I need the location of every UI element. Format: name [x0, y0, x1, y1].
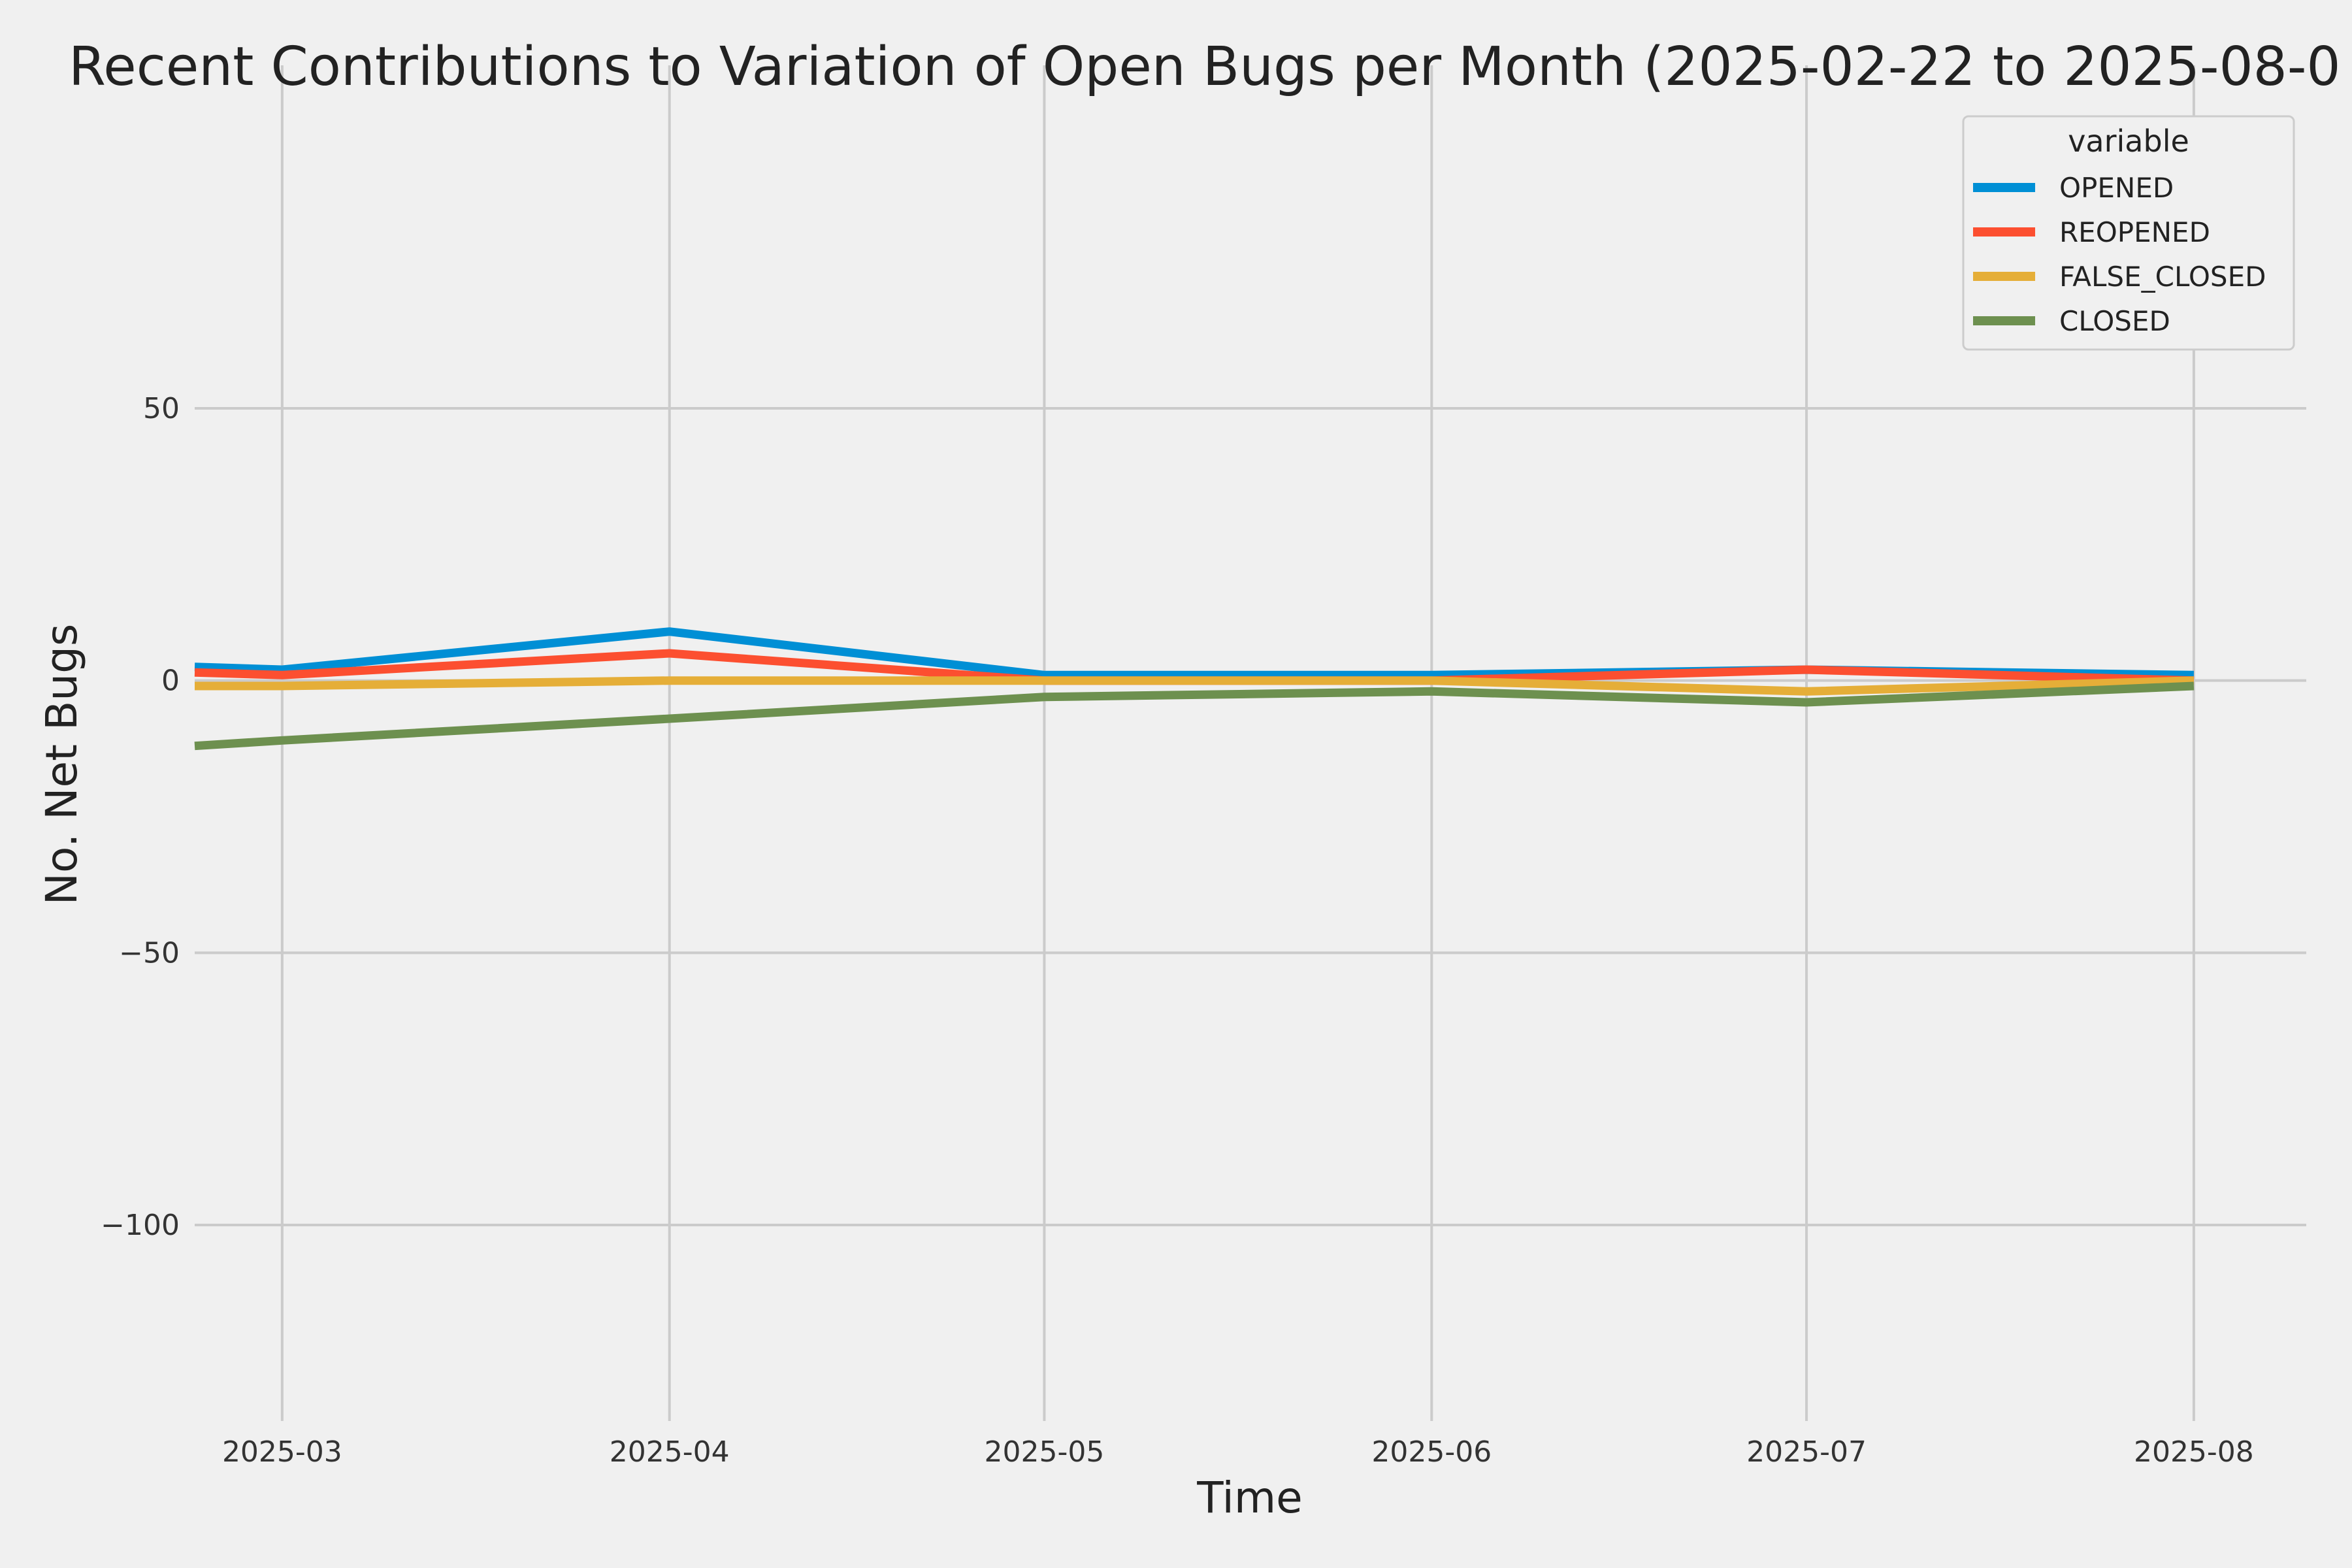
y-axis-label: No. Net Bugs [37, 624, 87, 906]
legend-label: REOPENED [2059, 216, 2210, 248]
legend: variable OPENED REOPENED FALSE_CLOSED CLOSE… [1962, 115, 2295, 351]
x-tick-labels: 2025-03 2025-04 2025-05 2025-06 2025-07 2025-… [222, 1435, 2254, 1469]
legend-label: FALSE_CLOSED [2059, 261, 2266, 293]
y-tick-label: −50 [119, 936, 180, 970]
legend-label: CLOSED [2059, 305, 2170, 337]
x-tick-label: 2025-06 [1371, 1435, 1492, 1469]
chart-title: Recent Contributions to Variation of Ope… [69, 36, 2341, 98]
legend-frame [1962, 115, 2295, 351]
series-lines [194, 627, 2195, 751]
x-axis-label: Time [1196, 1473, 1303, 1523]
y-tick-labels: 50 0 −50 −100 [101, 392, 180, 1242]
y-tick-label: 0 [161, 664, 180, 698]
x-tick-label: 2025-08 [2134, 1435, 2254, 1469]
y-tick-label: 50 [143, 392, 180, 425]
x-tick-label: 2025-03 [222, 1435, 342, 1469]
x-tick-label: 2025-05 [985, 1435, 1105, 1469]
series-line-false-closed [195, 676, 2195, 696]
x-tick-label: 2025-07 [1746, 1435, 1867, 1469]
x-tick-label: 2025-04 [610, 1435, 730, 1469]
legend-label: OPENED [2059, 172, 2174, 204]
y-tick-label: −100 [101, 1209, 180, 1242]
legend-title: variable [2068, 123, 2189, 159]
series-line-closed [194, 681, 2195, 751]
